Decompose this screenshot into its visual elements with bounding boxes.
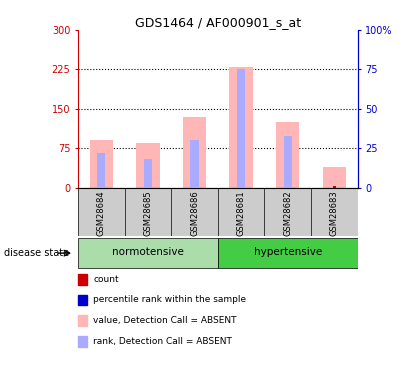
Bar xyxy=(190,140,199,188)
Text: percentile rank within the sample: percentile rank within the sample xyxy=(93,296,247,304)
Text: GSM28684: GSM28684 xyxy=(97,190,106,236)
Text: count: count xyxy=(93,275,119,284)
Text: GSM28686: GSM28686 xyxy=(190,190,199,236)
Bar xyxy=(333,186,336,188)
Text: hypertensive: hypertensive xyxy=(254,248,322,258)
Bar xyxy=(276,122,299,188)
Text: GSM28682: GSM28682 xyxy=(283,190,292,236)
Bar xyxy=(229,67,253,188)
Bar xyxy=(284,135,292,188)
Text: disease state: disease state xyxy=(4,248,69,258)
Text: value, Detection Call = ABSENT: value, Detection Call = ABSENT xyxy=(93,316,237,325)
Bar xyxy=(183,117,206,188)
Bar xyxy=(240,185,242,188)
Bar xyxy=(147,186,149,188)
Text: GSM28683: GSM28683 xyxy=(330,190,339,236)
Bar xyxy=(237,69,245,188)
Bar xyxy=(90,140,113,188)
Bar xyxy=(144,159,152,188)
Bar xyxy=(97,153,106,188)
Bar xyxy=(136,143,159,188)
Text: GSM28681: GSM28681 xyxy=(237,190,246,236)
Bar xyxy=(218,238,358,268)
Text: GSM28685: GSM28685 xyxy=(143,190,152,236)
Bar xyxy=(100,185,103,188)
Bar xyxy=(323,166,346,188)
Title: GDS1464 / AF000901_s_at: GDS1464 / AF000901_s_at xyxy=(135,16,301,29)
Bar xyxy=(78,238,218,268)
Bar xyxy=(193,185,196,188)
Text: normotensive: normotensive xyxy=(112,248,184,258)
Text: rank, Detection Call = ABSENT: rank, Detection Call = ABSENT xyxy=(93,337,232,346)
Bar xyxy=(286,185,289,188)
